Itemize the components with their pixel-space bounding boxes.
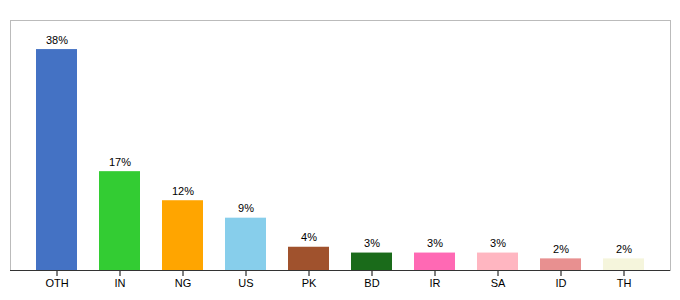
svg-text:IR: IR: [430, 277, 441, 289]
svg-text:PK: PK: [302, 277, 317, 289]
svg-text:12%: 12%: [172, 185, 194, 197]
svg-text:38%: 38%: [46, 34, 68, 46]
svg-text:BD: BD: [364, 277, 379, 289]
svg-text:4%: 4%: [301, 231, 317, 243]
svg-text:US: US: [238, 277, 253, 289]
svg-text:3%: 3%: [427, 237, 443, 249]
svg-text:ID: ID: [556, 277, 567, 289]
svg-text:TH: TH: [617, 277, 632, 289]
svg-text:9%: 9%: [238, 202, 254, 214]
svg-text:3%: 3%: [364, 237, 380, 249]
svg-text:2%: 2%: [553, 243, 569, 255]
svg-text:17%: 17%: [109, 156, 131, 168]
svg-text:2%: 2%: [616, 243, 632, 255]
svg-text:OTH: OTH: [45, 277, 68, 289]
svg-text:SA: SA: [491, 277, 506, 289]
svg-text:IN: IN: [115, 277, 126, 289]
svg-text:NG: NG: [175, 277, 192, 289]
svg-text:3%: 3%: [490, 237, 506, 249]
